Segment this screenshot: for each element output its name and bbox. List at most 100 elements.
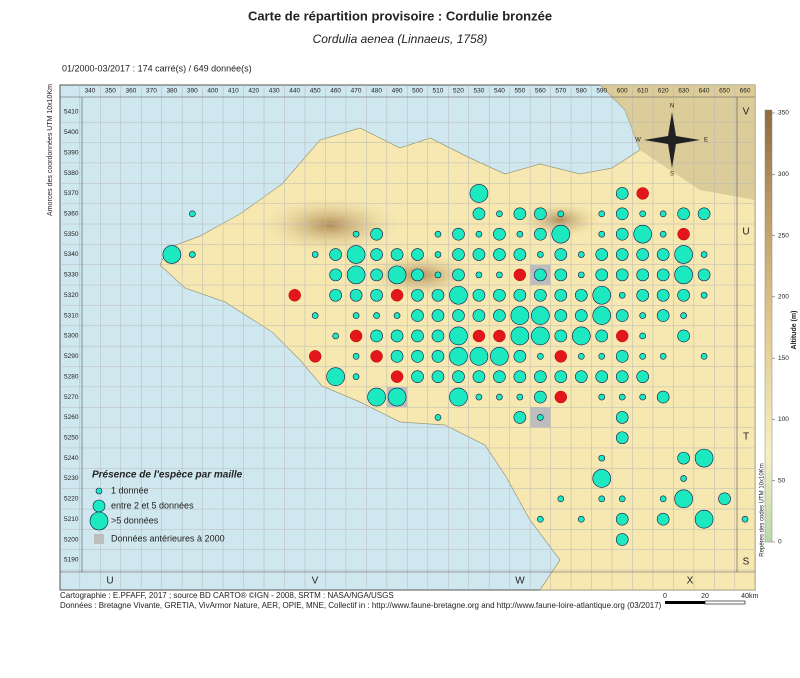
presence-dot <box>741 515 749 523</box>
presence-dot <box>615 533 629 546</box>
altitude-label: 350 <box>778 110 789 117</box>
legend-dot <box>92 499 106 513</box>
northing-label: 5380 <box>64 170 79 177</box>
presence-dot <box>387 265 407 285</box>
utm-code: T <box>743 432 749 443</box>
presence-dot <box>452 309 465 322</box>
right-axis-title: Repères des codes UTM 10x10Km <box>760 463 766 556</box>
presence-dot <box>411 248 424 261</box>
presence-dot <box>534 207 547 221</box>
presence-dot <box>326 367 345 386</box>
presence-dot <box>346 265 366 285</box>
presence-dot <box>554 288 568 302</box>
easting-label: 640 <box>699 88 710 95</box>
presence-dot <box>534 390 547 404</box>
presence-dot <box>636 268 649 282</box>
presence-dot <box>332 332 339 340</box>
compass-e: E <box>704 138 708 144</box>
easting-label: 460 <box>330 88 341 95</box>
compass-rose <box>644 112 700 168</box>
presence-dot <box>513 207 527 221</box>
red-dot <box>308 350 322 363</box>
presence-dot <box>557 495 565 503</box>
presence-dot <box>311 312 319 319</box>
presence-dot <box>329 248 342 261</box>
easting-label: 600 <box>617 88 628 95</box>
presence-dot <box>352 353 360 360</box>
easting-label: 490 <box>392 88 403 95</box>
red-dot <box>472 329 486 343</box>
presence-dot <box>592 285 612 305</box>
presence-dot <box>311 251 319 258</box>
presence-dot <box>700 353 708 360</box>
presence-dot <box>659 353 667 360</box>
utm-code: S <box>743 557 750 568</box>
presence-dot <box>411 268 424 282</box>
presence-dot <box>577 353 585 360</box>
presence-dot <box>595 268 609 282</box>
presence-dot <box>411 350 424 363</box>
presence-dot <box>411 329 424 343</box>
presence-dot <box>636 288 649 302</box>
easting-label: 350 <box>105 88 116 95</box>
scale-bar <box>665 601 705 604</box>
presence-dot <box>677 288 690 302</box>
utm-code: U <box>106 576 113 587</box>
presence-dot <box>189 210 196 218</box>
presence-dot <box>554 329 568 343</box>
red-dot <box>513 268 527 282</box>
easting-label: 610 <box>637 88 648 95</box>
presence-dot <box>189 251 196 258</box>
presence-dot <box>370 248 383 261</box>
presence-dot <box>472 248 486 261</box>
presence-dot <box>598 393 606 401</box>
presence-dot <box>370 227 383 241</box>
presence-dot <box>615 268 629 282</box>
northing-label: 5400 <box>64 129 79 136</box>
easting-label: 540 <box>494 88 505 95</box>
red-dot <box>554 390 568 404</box>
red-dot <box>288 289 301 302</box>
northing-label: 5370 <box>64 190 79 197</box>
presence-dot <box>472 207 486 221</box>
presence-dot <box>493 227 506 241</box>
presence-dot <box>534 227 547 241</box>
compass-n: N <box>670 104 674 110</box>
presence-dot <box>431 350 445 363</box>
presence-dot <box>475 393 483 401</box>
presence-dot <box>694 509 714 529</box>
presence-dot <box>449 347 468 366</box>
presence-dot <box>510 326 530 346</box>
northing-label: 5330 <box>64 272 79 279</box>
presence-dot <box>656 288 670 302</box>
presence-dot <box>677 207 690 221</box>
altitude-label: 300 <box>778 171 789 178</box>
presence-dot <box>472 309 486 322</box>
compass-s: S <box>670 172 674 178</box>
presence-dot <box>659 230 667 238</box>
presence-dot <box>534 288 547 302</box>
presence-dot <box>615 309 629 322</box>
presence-dot <box>531 306 550 325</box>
presence-dot <box>496 393 503 401</box>
presence-dot <box>452 227 465 241</box>
presence-dot <box>493 309 506 322</box>
red-dot <box>390 289 404 302</box>
easting-label: 570 <box>555 88 566 95</box>
presence-dot <box>496 210 503 218</box>
presence-dot <box>674 265 693 285</box>
altitude-label: 150 <box>778 355 789 362</box>
northing-label: 5390 <box>64 149 79 156</box>
presence-dot <box>595 329 609 343</box>
scale-label: 20 <box>701 593 709 600</box>
presence-dot <box>636 370 649 383</box>
presence-dot <box>636 248 649 261</box>
presence-dot <box>493 288 506 302</box>
northing-label: 5350 <box>64 231 79 238</box>
scale-label: 0 <box>663 593 667 600</box>
presence-dot <box>700 291 708 299</box>
presence-dot <box>577 515 585 523</box>
northing-label: 5270 <box>64 394 79 401</box>
presence-dot <box>537 414 544 421</box>
presence-dot <box>674 489 693 509</box>
